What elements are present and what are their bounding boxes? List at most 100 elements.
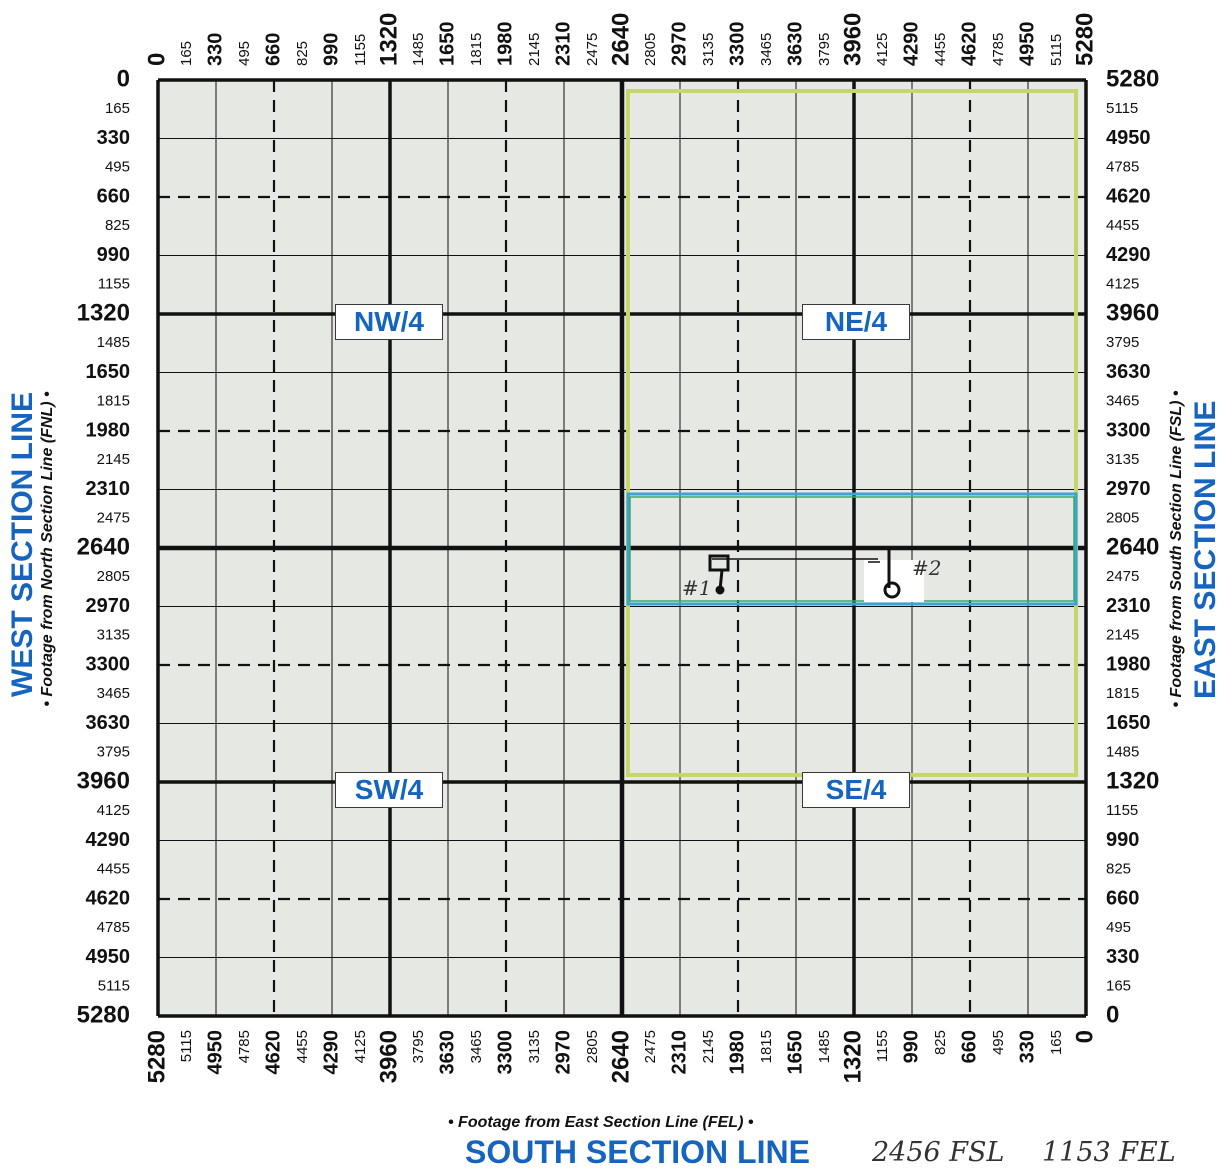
tick-label: 3465: [1106, 393, 1139, 410]
tick-label: 3300: [1106, 419, 1151, 441]
tick-label: 825: [105, 217, 130, 234]
tick-label: 825: [294, 41, 311, 66]
tick-label: 4620: [86, 887, 131, 909]
west-section-line-title: WEST SECTION LINE: [6, 391, 39, 697]
tick-label: 2145: [1106, 627, 1139, 644]
tick-label: 1815: [468, 33, 485, 66]
tick-label: 4125: [352, 1030, 369, 1063]
tick-label: 5115: [1048, 34, 1065, 66]
tick-label: 1320: [77, 299, 130, 326]
tick-label: 3300: [494, 1030, 516, 1075]
south-section-line-title: SOUTH SECTION LINE: [465, 1134, 810, 1170]
tick-label: 2970: [552, 1030, 574, 1075]
tick-label: 3300: [726, 22, 748, 67]
west-footage-subtitle: • Footage from North Section Line (FNL) …: [39, 391, 56, 707]
tick-label: 1320: [375, 13, 402, 66]
tick-label: 4785: [1106, 159, 1139, 176]
tick-label: 4290: [1106, 244, 1151, 266]
tick-label: 660: [1106, 887, 1139, 909]
tick-label: 495: [105, 159, 130, 176]
tick-label: 2970: [1106, 478, 1151, 500]
tick-label: 1155: [874, 1030, 891, 1062]
tick-label: 495: [990, 1030, 1007, 1055]
east-section-line-title: EAST SECTION LINE: [1189, 400, 1222, 699]
well-markings: [708, 548, 924, 602]
tick-label: 165: [1106, 978, 1131, 995]
tick-label: 4785: [97, 919, 130, 936]
handwritten-fel: 1153 FEL: [1042, 1137, 1176, 1168]
tick-label: 1650: [86, 361, 131, 383]
tick-label: 1650: [784, 1030, 806, 1075]
tick-label: 1320: [1106, 767, 1159, 794]
tick-label: 495: [236, 41, 253, 66]
tick-label: 1650: [1106, 712, 1151, 734]
tick-label: 5280: [1071, 13, 1098, 66]
tick-label: 2475: [97, 510, 130, 527]
tick-label: 3795: [1106, 334, 1139, 351]
tick-label: 330: [97, 127, 130, 149]
tick-label: 3465: [468, 1030, 485, 1063]
tick-label: 0: [1106, 1001, 1119, 1028]
tick-label: 4125: [1106, 276, 1139, 293]
tick-label: 1980: [726, 1030, 748, 1075]
tick-label: 2475: [584, 33, 601, 66]
tick-label: 2310: [552, 22, 574, 67]
tick-label: 3465: [97, 685, 130, 702]
well-2-label: #2: [912, 556, 942, 580]
tick-label: 4125: [874, 33, 891, 66]
tick-labels-top: 0 165 330 495 660 825 990 1155 1320 1485 1650 1815 1…: [143, 13, 1098, 66]
tick-label: 2145: [526, 33, 543, 66]
tick-label: 4785: [236, 1030, 253, 1063]
tick-label: 2640: [607, 1030, 634, 1083]
tick-label: 3135: [97, 627, 130, 644]
tick-label: 4620: [1106, 185, 1151, 207]
tick-label: 3630: [1106, 361, 1151, 383]
tick-label: 825: [1106, 861, 1131, 878]
tick-label: 4290: [320, 1030, 342, 1075]
grid-lines: [156, 78, 1088, 1018]
tick-label: 0: [117, 65, 130, 92]
tick-label: 3630: [784, 22, 806, 67]
tick-label: 4125: [97, 802, 130, 819]
tick-label: 165: [178, 41, 195, 66]
tick-label: 990: [900, 1030, 922, 1063]
tick-label: 3135: [700, 33, 717, 66]
tick-label: 3960: [375, 1030, 402, 1083]
tick-label: 660: [97, 185, 130, 207]
tick-label: 1980: [86, 419, 131, 441]
tick-label: 3630: [436, 1030, 458, 1075]
tick-label: 3960: [77, 767, 130, 794]
tick-label: 2145: [97, 451, 130, 468]
tick-label: 4455: [97, 861, 130, 878]
well-1-label: #1: [682, 576, 712, 600]
tick-label: 0: [1071, 1030, 1098, 1043]
tick-labels-bottom: 5280 5115 4950 4785 4620 4455 4290 4125 3960 3795…: [143, 1030, 1098, 1083]
tick-label: 330: [1106, 946, 1139, 968]
quarter-label-se: SE/4: [802, 772, 910, 808]
tick-label: 3960: [839, 13, 866, 66]
tick-label: 4455: [1106, 217, 1139, 234]
tick-label: 4950: [204, 1030, 226, 1075]
tick-labels-left: 0 165 330 495 660 825 990 1155 1320 1485 1650 1815 1…: [77, 65, 130, 1028]
tick-label: 4455: [294, 1030, 311, 1063]
tick-label: 2805: [97, 568, 130, 585]
tick-label: 2640: [607, 13, 634, 66]
spacing-unit-inner: [629, 496, 1075, 602]
tick-label: 2310: [86, 478, 131, 500]
tick-label: 825: [932, 1030, 949, 1055]
tick-label: 3135: [526, 1030, 543, 1063]
tick-label: 5280: [143, 1030, 170, 1083]
tick-label: 5115: [1106, 100, 1138, 117]
tick-label: 3300: [86, 653, 131, 675]
tick-label: 3135: [1106, 451, 1139, 468]
tick-label: 1980: [494, 22, 516, 67]
tick-label: 990: [1106, 829, 1139, 851]
tick-label: 2805: [1106, 510, 1139, 527]
tick-label: 2310: [668, 1030, 690, 1075]
tick-label: 990: [320, 33, 342, 66]
tick-label: 5115: [178, 1030, 195, 1062]
tick-label: 330: [204, 33, 226, 66]
tick-label: 1155: [352, 34, 369, 66]
tick-label: 2805: [642, 33, 659, 66]
